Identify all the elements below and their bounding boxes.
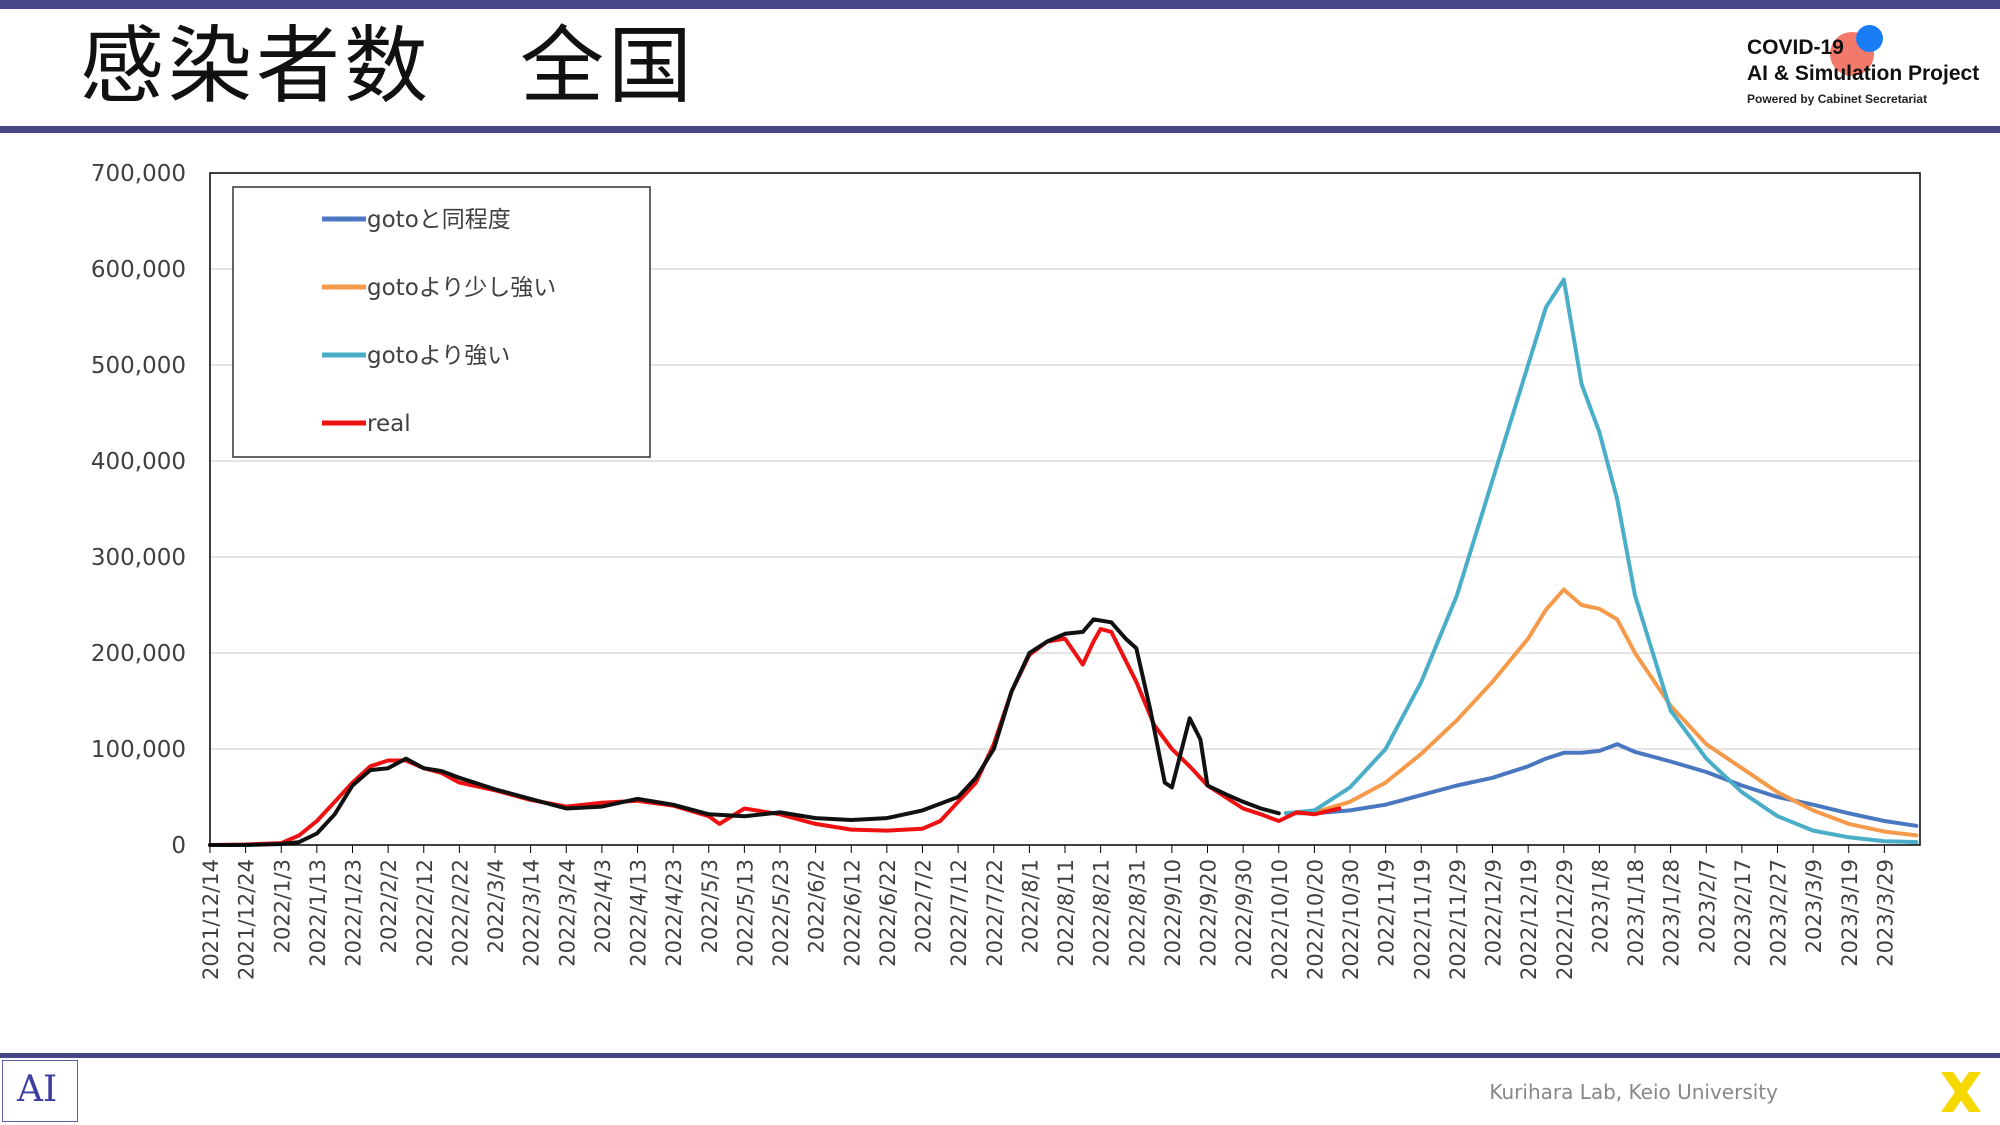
x-tick-label: 2022/8/31 (1125, 859, 1149, 967)
y-tick-label: 0 (171, 833, 186, 859)
brand-x-icon (1941, 1072, 1981, 1112)
x-tick-label: 2023/3/29 (1873, 859, 1897, 967)
y-tick-label: 400,000 (91, 449, 186, 475)
footer-divider (0, 1053, 2000, 1058)
legend-label: gotoと同程度 (367, 207, 511, 233)
x-tick-label: 2022/3/24 (555, 859, 579, 967)
x-tick-label: 2022/1/13 (306, 859, 330, 967)
y-tick-label: 600,000 (91, 257, 186, 283)
x-tick-label: 2022/7/2 (912, 859, 936, 953)
x-tick-label: 2023/1/18 (1624, 859, 1648, 967)
x-tick-label: 2022/9/10 (1161, 859, 1185, 967)
x-tick-label: 2023/1/8 (1588, 859, 1612, 953)
x-tick-label: 2022/5/3 (698, 859, 722, 953)
header-divider (0, 126, 2000, 133)
x-tick-label: 2022/5/23 (769, 859, 793, 967)
x-tick-label: 2021/12/24 (235, 859, 259, 980)
x-tick-label: 2022/6/12 (840, 859, 864, 967)
x-tick-label: 2022/7/22 (983, 859, 1007, 967)
series-line (1283, 277, 1919, 845)
x-tick-label: 2022/11/19 (1410, 859, 1434, 980)
y-tick-label: 100,000 (91, 737, 186, 763)
x-tick-label: 2022/6/2 (805, 859, 829, 953)
x-tick-label: 2022/8/21 (1090, 859, 1114, 967)
infection-line-chart: 0 100,000 200,000 300,000 400,000 500,000 600,… (91, 161, 1921, 980)
x-tick-label: 2022/2/2 (377, 859, 401, 953)
y-tick-label: 700,000 (91, 161, 186, 187)
x-tick-label: 2022/5/13 (733, 859, 757, 967)
legend-label: gotoより少し強い (367, 275, 556, 301)
x-tick-label: 2023/2/7 (1695, 859, 1719, 953)
x-tick-label: 2023/3/9 (1802, 859, 1826, 953)
x-tick-label: 2023/2/17 (1731, 859, 1755, 967)
x-tick-label: 2023/3/19 (1838, 859, 1862, 967)
x-tick-label: 2022/11/9 (1375, 859, 1399, 967)
x-tick-label: 2022/8/11 (1054, 859, 1078, 967)
x-tick-label: 2022/4/13 (627, 859, 651, 967)
legend-label: gotoより強い (367, 343, 510, 369)
x-tick-label: 2022/2/12 (413, 859, 437, 967)
x-tick-label: 2022/4/23 (662, 859, 686, 967)
x-tick-label: 2023/1/28 (1660, 859, 1684, 967)
slide-title: 感染者数 全国 (80, 17, 697, 115)
x-tick-label: 2022/4/3 (591, 859, 615, 953)
x-tick-label: 2022/12/19 (1517, 859, 1541, 980)
x-tick-label: 2022/8/1 (1018, 859, 1042, 953)
logo-line-2: AI & Simulation Project (1747, 62, 1980, 85)
x-tick-label: 2022/11/29 (1446, 859, 1470, 980)
x-tick-label: 2022/9/30 (1232, 859, 1256, 967)
legend-label: real (367, 411, 411, 437)
x-tick-label: 2022/3/4 (484, 859, 508, 953)
lab-logo: AI (2, 1060, 78, 1122)
logo-line-3: Powered by Cabinet Secretariat (1747, 92, 1928, 106)
x-tick-label: 2022/1/23 (342, 859, 366, 967)
x-tick-label: 2022/10/30 (1339, 859, 1363, 980)
x-tick-label: 2023/2/27 (1767, 859, 1791, 967)
credit-text: Kurihara Lab, Keio University (1489, 1080, 1778, 1104)
x-tick-label: 2022/10/10 (1268, 859, 1292, 980)
top-accent-bar (0, 0, 2000, 9)
y-tick-label: 300,000 (91, 545, 186, 571)
y-tick-label: 500,000 (91, 353, 186, 379)
x-tick-label: 2022/9/20 (1197, 859, 1221, 967)
legend-box (232, 186, 651, 458)
x-tick-label: 2022/7/12 (947, 859, 971, 967)
x-tick-label: 2022/10/20 (1303, 859, 1327, 980)
logo-line-1: COVID-19 (1747, 36, 1844, 59)
series-line (208, 627, 1342, 847)
x-tick-label: 2022/12/9 (1482, 859, 1506, 967)
logo-blue-circle (1856, 25, 1883, 52)
x-tick-label: 2021/12/14 (199, 859, 223, 980)
series-line (1283, 587, 1919, 838)
x-tick-label: 2022/3/14 (520, 859, 544, 967)
x-tick-label: 2022/1/3 (270, 859, 294, 953)
series-line (208, 617, 1281, 847)
lab-logo-text: AI (17, 1069, 58, 1110)
x-tick-label: 2022/2/22 (448, 859, 472, 967)
covid-ai-logo: COVID-19 AI & Simulation Project Powered… (1745, 24, 1985, 114)
y-tick-label: 200,000 (91, 641, 186, 667)
x-tick-label: 2022/12/29 (1553, 859, 1577, 980)
x-tick-label: 2022/6/22 (876, 859, 900, 967)
